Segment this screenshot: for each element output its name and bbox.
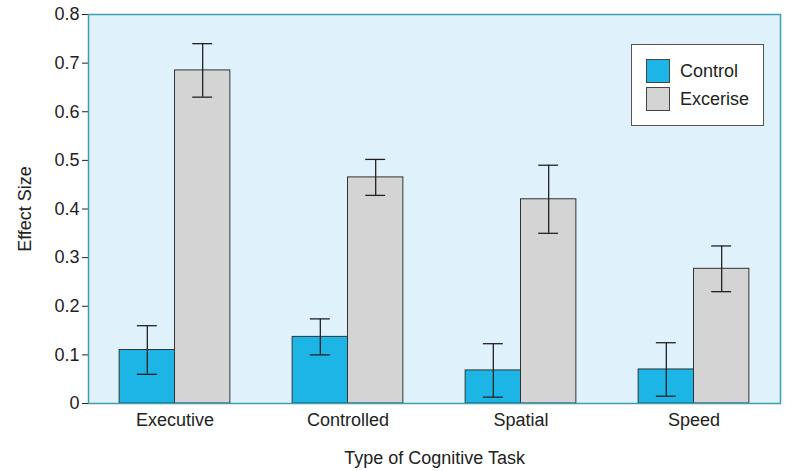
svg-text:0.3: 0.3 <box>54 247 79 267</box>
svg-text:Speed: Speed <box>668 410 720 430</box>
svg-text:Spatial: Spatial <box>493 410 548 430</box>
html-text:Excerise: Excerise <box>680 88 749 109</box>
svg-text:Controlled: Controlled <box>307 410 389 430</box>
svg-text:0.5: 0.5 <box>54 150 79 170</box>
svg-text:Type of Cognitive Task: Type of Cognitive Task <box>344 448 526 468</box>
html-text:Control: Control <box>680 60 738 81</box>
svg-text:0.2: 0.2 <box>54 296 79 316</box>
svg-text:0.7: 0.7 <box>54 53 79 73</box>
svg-text:0.8: 0.8 <box>54 4 79 24</box>
svg-text:Effect Size: Effect Size <box>15 166 35 252</box>
svg-text:Executive: Executive <box>136 410 214 430</box>
svg-text:0: 0 <box>69 393 79 413</box>
svg-text:0.1: 0.1 <box>54 345 79 365</box>
svg-text:0.6: 0.6 <box>54 102 79 122</box>
svg-text:0.4: 0.4 <box>54 199 79 219</box>
